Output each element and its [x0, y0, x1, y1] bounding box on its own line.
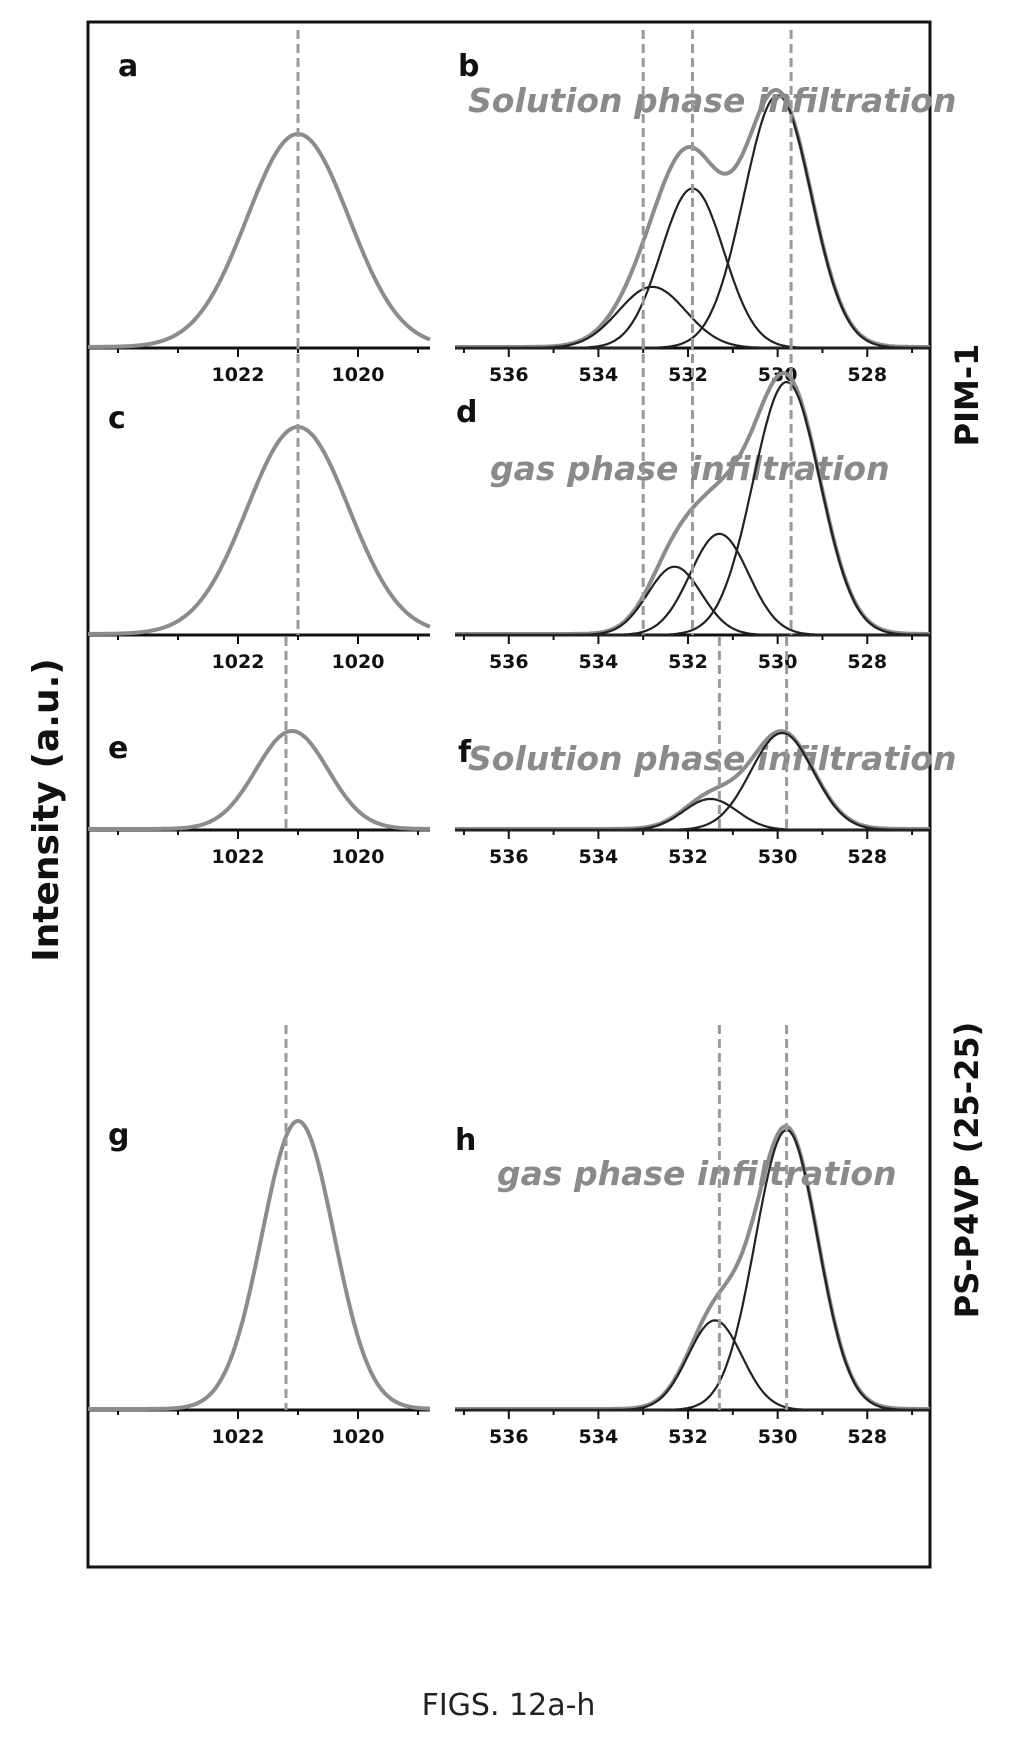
x-tick-label-a-1022: 1022 [212, 364, 265, 386]
panel-h: 536 534 532 530 528 h gas phase infiltration [455, 1123, 930, 1448]
x-tick-label-h-528: 528 [847, 1426, 887, 1448]
panel-c: 1022 1020 c gas phase infiltration [88, 401, 890, 673]
x-tick-label-f-536: 536 [489, 846, 529, 868]
series-h-component-1 [455, 1319, 930, 1412]
x-tick-label-f-534: 534 [579, 846, 619, 868]
figure-frame [86, 20, 932, 1569]
x-tick-label-f-528: 528 [847, 846, 887, 868]
x-tick-label-f-532: 532 [668, 846, 708, 868]
panel-letter-b: b [458, 49, 479, 84]
annotation-b: Solution phase infiltration [468, 81, 957, 120]
y-axis-label: Intensity (a.u.) [26, 658, 67, 961]
series-g-envelope-0 [88, 1118, 431, 1411]
x-tick-label-f-530: 530 [758, 846, 798, 868]
panel-letter-a: a [118, 49, 138, 84]
x-tick-label-b-534: 534 [579, 364, 619, 386]
x-tick-label-g-1022: 1022 [212, 1426, 265, 1448]
panel-letter-g: g [108, 1118, 129, 1153]
figure-caption: FIGS. 12a-h [421, 1688, 596, 1723]
x-tick-label-g-1020: 1020 [332, 1426, 385, 1448]
overlay [284, 30, 793, 1410]
panel-e: 1022 1020 e Solution phase infiltration [88, 728, 957, 868]
x-tick-label-c-1022: 1022 [212, 651, 265, 673]
annotation-h: gas phase infiltration [497, 1154, 897, 1193]
annotation-e: Solution phase infiltration [468, 739, 957, 778]
x-tick-label-h-530: 530 [758, 1426, 798, 1448]
series-e-envelope-0 [88, 728, 430, 831]
x-tick-label-c-1020: 1020 [332, 651, 385, 673]
x-tick-label-b-536: 536 [489, 364, 529, 386]
annotation-c: gas phase infiltration [490, 449, 890, 488]
side-label-pim1: PIM-1 [948, 344, 986, 447]
x-tick-label-b-532: 532 [668, 364, 708, 386]
series-c-envelope-0 [88, 424, 431, 636]
panel-f: 536 534 532 530 528 f [455, 729, 930, 868]
x-tick-label-h-532: 532 [668, 1426, 708, 1448]
x-tick-label-d-528: 528 [847, 651, 887, 673]
series-b-component-3 [455, 94, 930, 350]
x-tick-label-e-1022: 1022 [212, 846, 265, 868]
x-tick-label-d-530: 530 [758, 651, 798, 673]
panel-letter-d: d [456, 395, 477, 430]
series-f-component-2 [455, 732, 930, 832]
side-label-ps-p4vp: PS-P4VP (25-25) [948, 1022, 986, 1318]
x-tick-label-b-528: 528 [847, 364, 887, 386]
panel-letter-f: f [458, 735, 472, 770]
x-tick-label-a-1020: 1020 [332, 364, 385, 386]
panel-letter-e: e [108, 731, 128, 766]
x-tick-label-d-532: 532 [668, 651, 708, 673]
panel-g: 1022 1020 g [88, 1118, 431, 1448]
x-tick-label-d-536: 536 [489, 651, 529, 673]
series-h-component-2 [455, 1128, 930, 1412]
panel-letter-h: h [455, 1123, 476, 1158]
series-d-component-3 [455, 380, 930, 637]
series-a-envelope-0 [87, 131, 431, 349]
x-tick-label-e-1020: 1020 [332, 846, 385, 868]
panel-a: 1022 1020 a [87, 49, 431, 386]
x-tick-label-h-536: 536 [489, 1426, 529, 1448]
x-tick-label-d-534: 534 [579, 651, 619, 673]
x-tick-label-h-534: 534 [579, 1426, 619, 1448]
panel-letter-c: c [108, 401, 126, 436]
